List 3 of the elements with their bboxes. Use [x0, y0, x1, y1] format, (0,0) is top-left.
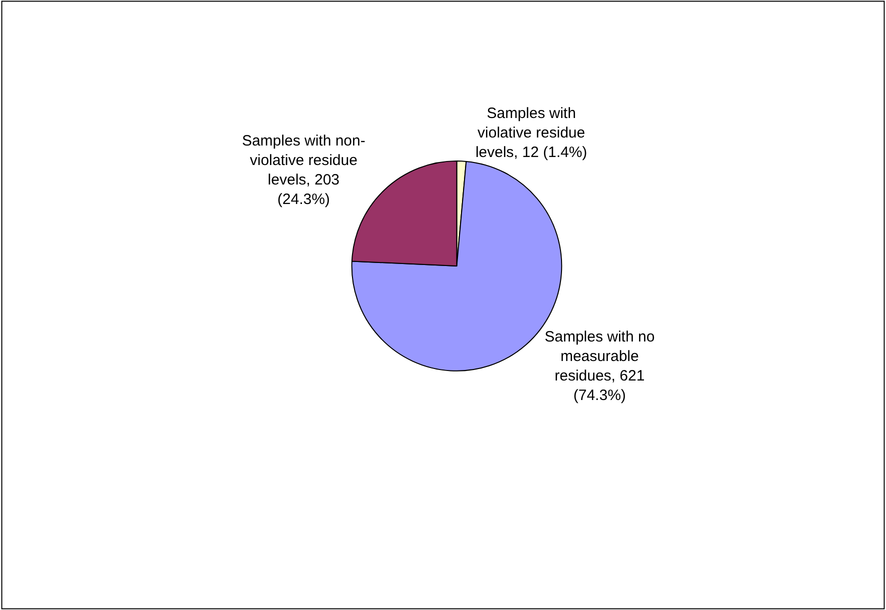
- slice-label: Samples with no measurable residues, 621 (74.3%): [544, 328, 655, 404]
- slice-label: Samples with violative residue levels, 12 (1.4%): [475, 105, 588, 162]
- slice-label: Samples with non-violative residue levels, 203 (24.3%): [242, 132, 366, 208]
